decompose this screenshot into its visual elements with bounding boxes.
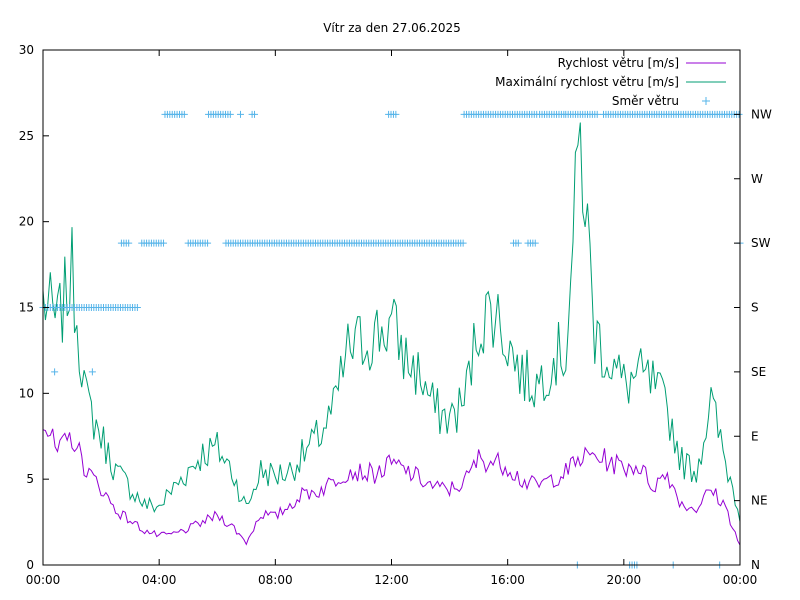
y-right-tick-label: NE [751, 494, 768, 508]
direction-point [236, 110, 244, 118]
y-left-tick-label: 30 [19, 43, 34, 57]
y-left-tick-label: 20 [19, 215, 34, 229]
x-tick-label: 00:00 [26, 573, 61, 587]
y-right-tick-label: NW [751, 107, 772, 121]
x-tick-label: 12:00 [374, 573, 409, 587]
legend: Rychlost větru [m/s] Maximální rychlost … [495, 56, 726, 108]
direction-point [204, 239, 212, 247]
direction-point [226, 110, 234, 118]
legend-swatch-direction [702, 97, 710, 105]
x-tick-label: 08:00 [258, 573, 293, 587]
y-left-tick-label: 5 [26, 472, 34, 486]
x-tick-label: 20:00 [607, 573, 642, 587]
y-left-tick-label: 15 [19, 301, 34, 315]
direction-point [51, 368, 59, 376]
x-tick-label: 00:00 [723, 573, 758, 587]
y-right-tick-label: W [751, 172, 763, 186]
direction-point [88, 368, 96, 376]
direction-point [593, 110, 601, 118]
direction-point [251, 110, 259, 118]
y-right-tick-label: E [751, 429, 759, 443]
series-max-speed-line [42, 122, 741, 522]
y-right-tick-label: SW [751, 236, 771, 250]
y-right-tick-label: SE [751, 365, 766, 379]
legend-label-direction: Směr větru [612, 94, 679, 108]
direction-point [392, 110, 400, 118]
y-left-tick-label: 0 [26, 558, 34, 572]
plot-frame [42, 49, 741, 566]
direction-point [133, 304, 141, 311]
direction-point [514, 239, 522, 247]
chart-title: Vítr za den 27.06.2025 [323, 21, 461, 35]
direction-point [180, 110, 188, 118]
direction-point [459, 239, 467, 247]
y-left-tick-label: 25 [19, 129, 34, 143]
direction-point [125, 239, 133, 247]
x-tick-label: 16:00 [490, 573, 525, 587]
direction-point [531, 239, 539, 247]
y-right-tick-label: S [751, 301, 759, 315]
direction-point [160, 239, 168, 247]
y-left-tick-label: 10 [19, 386, 34, 400]
y-right-tick-label: N [751, 558, 760, 572]
y-axis-left: 0 5 10 15 20 25 30 [19, 43, 49, 572]
legend-label-speed: Rychlost větru [m/s] [558, 56, 679, 70]
series-speed-line [42, 428, 741, 546]
x-axis: 00:00 04:00 08:00 12:00 16:00 20:00 00:00 [26, 50, 758, 587]
legend-label-gust: Maximální rychlost větru [m/s] [495, 75, 679, 89]
y-axis-right: N NE E SE S SW W NW [734, 107, 772, 572]
x-tick-label: 04:00 [142, 573, 177, 587]
series-layer [39, 110, 744, 569]
